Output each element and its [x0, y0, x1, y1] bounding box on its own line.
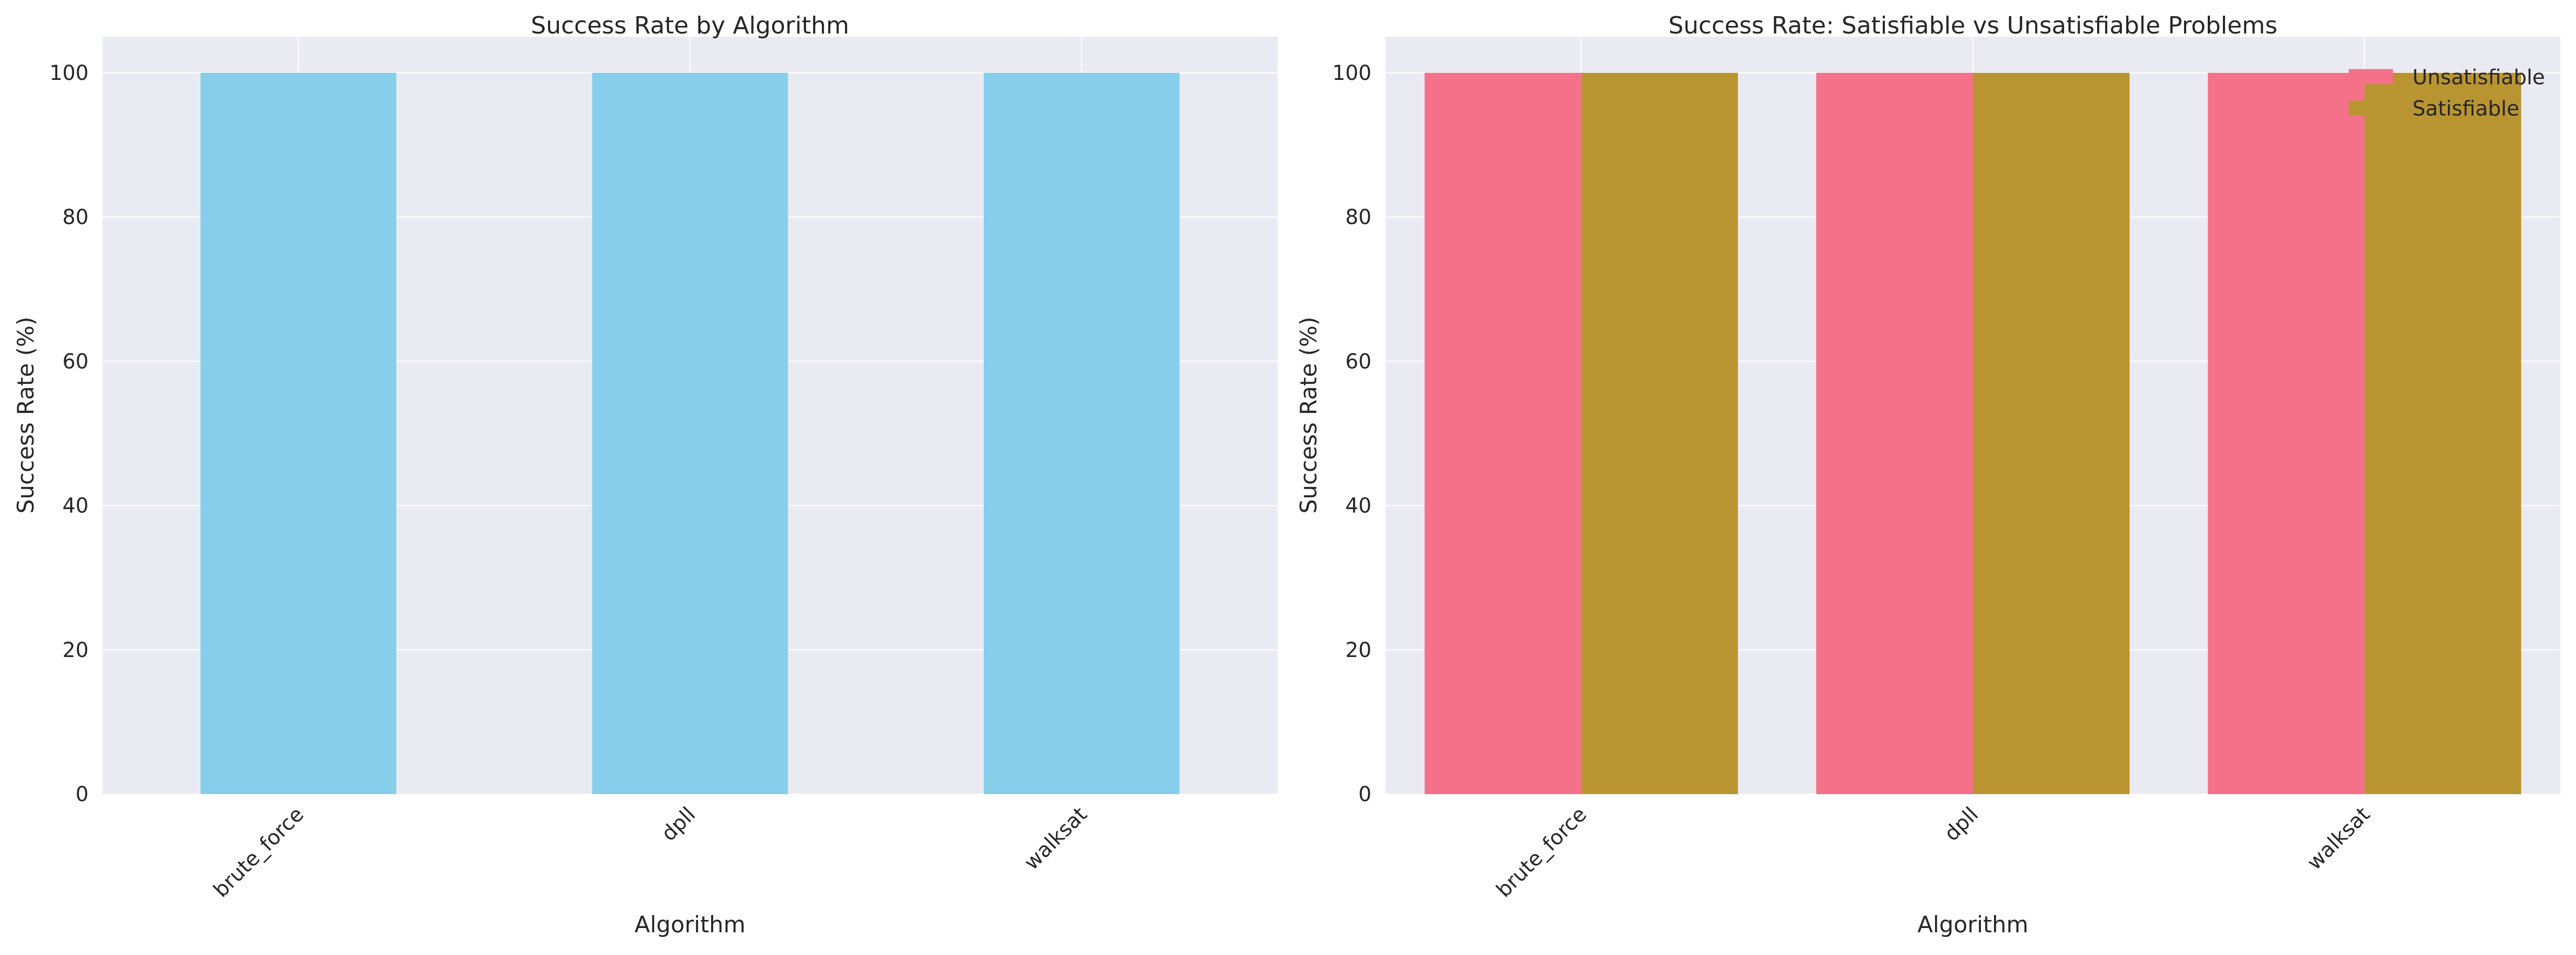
y-tick-labels-right: 0 20 40 60 80 100 [1332, 61, 1371, 806]
chart-success-rate-by-algorithm: 0 20 40 60 80 100 brute_force dpll walksat Succ… [12, 12, 1277, 938]
y-axis-label-left: Success Rate (%) [12, 317, 39, 514]
bar-satisfiable-dpll [1973, 72, 2130, 794]
y-tick-label: 60 [1346, 349, 1371, 373]
bar-brute_force [200, 72, 396, 794]
bar-walksat [984, 72, 1180, 794]
chart-success-rate-sat-vs-unsat: 0 20 40 60 80 100 brute_force dpll walksat Succ… [1295, 12, 2560, 938]
y-tick-label: 100 [49, 61, 89, 85]
legend-label-satisfiable: Satisfiable [2412, 97, 2519, 120]
bar-satisfiable-brute_force [1581, 72, 1738, 794]
chart-title-left: Success Rate by Algorithm [531, 12, 849, 39]
bar-unsatisfiable-dpll [1816, 72, 1973, 794]
x-tick-label: dpll [1939, 802, 1983, 845]
x-tick-labels-right: brute_force dpll walksat [1492, 802, 2375, 902]
y-tick-labels-left: 0 20 40 60 80 100 [49, 61, 89, 806]
bar-satisfiable-walksat [2364, 72, 2521, 794]
x-axis-label-left: Algorithm [634, 911, 746, 938]
x-tick-label: walksat [1019, 802, 1092, 875]
y-tick-label: 40 [63, 494, 89, 518]
y-tick-label: 20 [1346, 638, 1371, 662]
y-tick-label: 60 [63, 349, 89, 373]
bar-unsatisfiable-walksat [2208, 72, 2365, 794]
y-tick-label: 100 [1332, 61, 1371, 85]
y-tick-label: 40 [1346, 494, 1371, 518]
bars-right [1424, 72, 2521, 794]
legend-swatch-unsatisfiable [2349, 69, 2393, 84]
bar-unsatisfiable-brute_force [1424, 72, 1581, 794]
chart-title-right: Success Rate: Satisfiable vs Unsatisfiab… [1668, 12, 2277, 39]
x-tick-label: dpll [657, 802, 700, 845]
y-axis-label-right: Success Rate (%) [1295, 317, 1322, 514]
x-tick-label: brute_force [1492, 802, 1591, 902]
y-tick-label: 0 [1358, 782, 1371, 806]
x-axis-label-right: Algorithm [1917, 911, 2029, 938]
y-tick-label: 0 [76, 782, 89, 806]
bar-dpll [592, 72, 788, 794]
x-tick-label: walksat [2302, 802, 2375, 875]
legend: Unsatisfiable Satisfiable [2349, 65, 2545, 120]
x-tick-label: brute_force [209, 802, 308, 902]
x-tick-labels-left: brute_force dpll walksat [209, 802, 1092, 902]
y-tick-label: 80 [1346, 205, 1371, 229]
legend-label-unsatisfiable: Unsatisfiable [2412, 65, 2545, 89]
bars-left [200, 72, 1180, 794]
y-tick-label: 80 [63, 205, 89, 229]
legend-swatch-satisfiable [2349, 100, 2393, 116]
y-tick-label: 20 [63, 638, 89, 662]
